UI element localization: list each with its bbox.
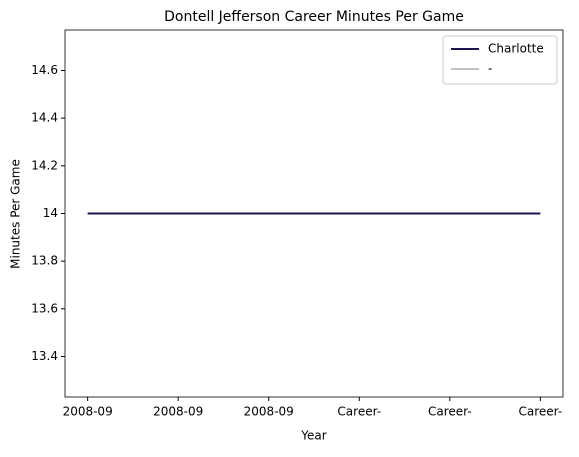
x-tick-label: 2008-09 [153, 405, 203, 419]
chart-title: Dontell Jefferson Career Minutes Per Gam… [164, 9, 464, 25]
x-tick-label: 2008-09 [63, 405, 113, 419]
y-tick-label: 14.2 [31, 158, 58, 172]
x-tick-label: Career- [428, 405, 472, 419]
y-tick-label: 14.6 [31, 63, 58, 77]
y-axis-label: Minutes Per Game [9, 159, 23, 269]
y-tick-label: 13.4 [31, 349, 58, 363]
y-tick-label: 13.6 [31, 301, 58, 315]
x-axis-label: Year [300, 429, 326, 443]
legend-label: - [488, 62, 492, 76]
y-tick-label: 14 [43, 206, 58, 220]
y-tick-label: 13.8 [31, 254, 58, 268]
legend-label: Charlotte [488, 42, 544, 56]
plot-frame [64, 29, 564, 398]
x-tick-label: Career- [519, 405, 563, 419]
y-tick-label: 14.4 [31, 111, 58, 125]
x-tick-label: 2008-09 [244, 405, 294, 419]
x-tick-label: Career- [337, 405, 381, 419]
